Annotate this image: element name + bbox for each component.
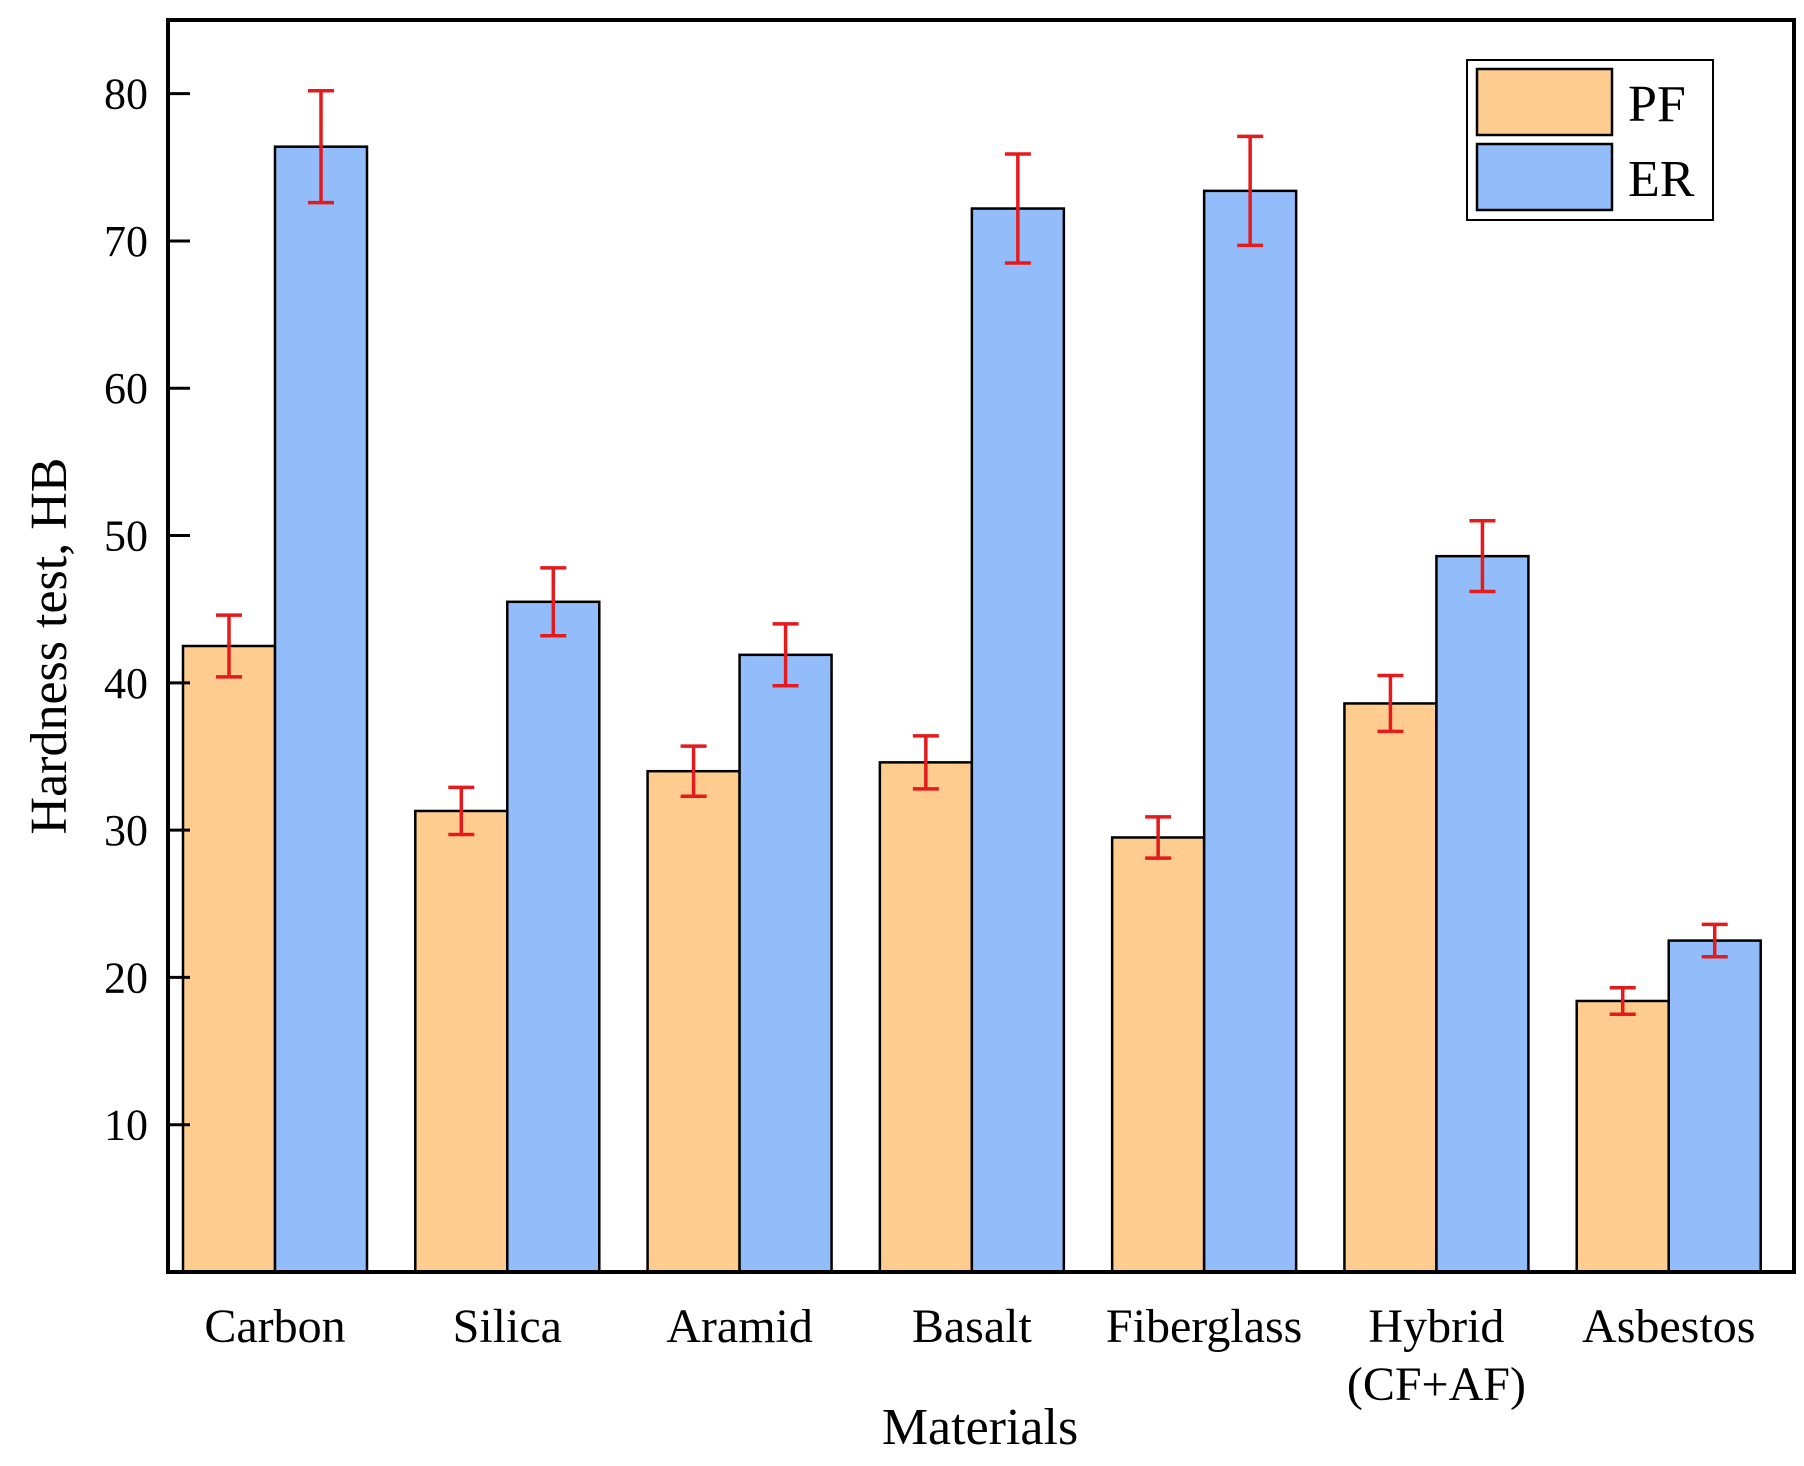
y-tick-label: 40 (104, 659, 148, 708)
error-bars-layer (216, 88, 1728, 1016)
bar-er-0 (273, 145, 369, 1274)
bar-pf-4 (1110, 836, 1206, 1274)
error-bar-pf-6 (1609, 985, 1636, 1016)
bar-pf-0 (181, 644, 277, 1274)
bar-er-4 (1202, 189, 1298, 1274)
y-tick-label: 50 (104, 512, 148, 561)
error-bar-er-4 (1237, 134, 1264, 248)
error-bar-pf-0 (216, 613, 242, 679)
error-bar-pf-1 (448, 785, 475, 837)
error-bar-er-0 (308, 88, 334, 205)
bar-er-1 (506, 600, 601, 1274)
x-tick-label-line: Aramid (666, 1300, 813, 1353)
x-tick-label: Basalt (912, 1300, 1033, 1353)
x-tick-label-line: (CF+AF) (1347, 1358, 1526, 1411)
y-axis-title: Hardness test, HB (21, 458, 78, 835)
legend-swatch-er (1475, 142, 1614, 212)
bar-pf-6 (1575, 999, 1670, 1274)
error-bar-er-2 (772, 622, 799, 688)
x-axis: Carbon Silica Aramid Basalt Fiberglass Hybrid… (204, 1300, 1755, 1411)
bar-er-2 (738, 653, 833, 1274)
y-tick-label: 30 (104, 806, 148, 855)
bar-pf-2 (646, 769, 741, 1274)
x-tick-label-line: Hybrid (1368, 1300, 1504, 1353)
y-axis: 10 20 30 40 50 60 70 80 (104, 70, 190, 1150)
x-tick-label: Hybrid (CF+AF) (1347, 1300, 1526, 1411)
y-tick-label: 20 (104, 953, 148, 1002)
error-bar-pf-4 (1145, 815, 1172, 860)
x-tick-label: Carbon (204, 1300, 345, 1353)
legend-swatch-pf (1475, 67, 1614, 137)
error-bar-er-3 (1004, 152, 1031, 265)
error-bar-pf-3 (912, 734, 939, 791)
bar-er-6 (1667, 939, 1762, 1274)
y-tick-label: 10 (104, 1101, 148, 1150)
error-bar-pf-5 (1377, 673, 1404, 734)
legend: PF ER (1466, 59, 1714, 221)
error-bar-er-6 (1701, 922, 1728, 959)
bar-pf-1 (414, 809, 509, 1274)
bar-pf-5 (1343, 702, 1438, 1274)
legend-label-er: ER (1628, 151, 1695, 208)
x-tick-label: Asbestos (1582, 1300, 1755, 1353)
x-tick-label-line: Basalt (912, 1300, 1033, 1353)
error-bar-er-5 (1469, 519, 1496, 594)
x-tick-label-line: Silica (453, 1300, 562, 1353)
x-tick-label: Silica (453, 1300, 562, 1353)
x-tick-label-line: Carbon (204, 1300, 345, 1353)
bar-er-5 (1435, 554, 1530, 1274)
error-bar-er-1 (540, 566, 567, 638)
x-tick-label: Aramid (666, 1300, 813, 1353)
bars-layer (181, 145, 1762, 1274)
x-tick-label: Fiberglass (1106, 1300, 1302, 1353)
y-tick-label: 60 (104, 364, 148, 413)
x-tick-label-line: Fiberglass (1106, 1300, 1302, 1353)
y-tick-label: 80 (104, 70, 148, 119)
bar-er-3 (970, 207, 1066, 1274)
legend-label-pf: PF (1628, 76, 1686, 133)
plot-frame (166, 18, 1796, 1274)
y-tick-label: 70 (104, 217, 148, 266)
bar-pf-3 (878, 761, 974, 1274)
x-tick-label-line: Asbestos (1582, 1300, 1755, 1353)
x-axis-title: Materials (882, 1399, 1078, 1456)
error-bar-pf-2 (680, 744, 707, 798)
